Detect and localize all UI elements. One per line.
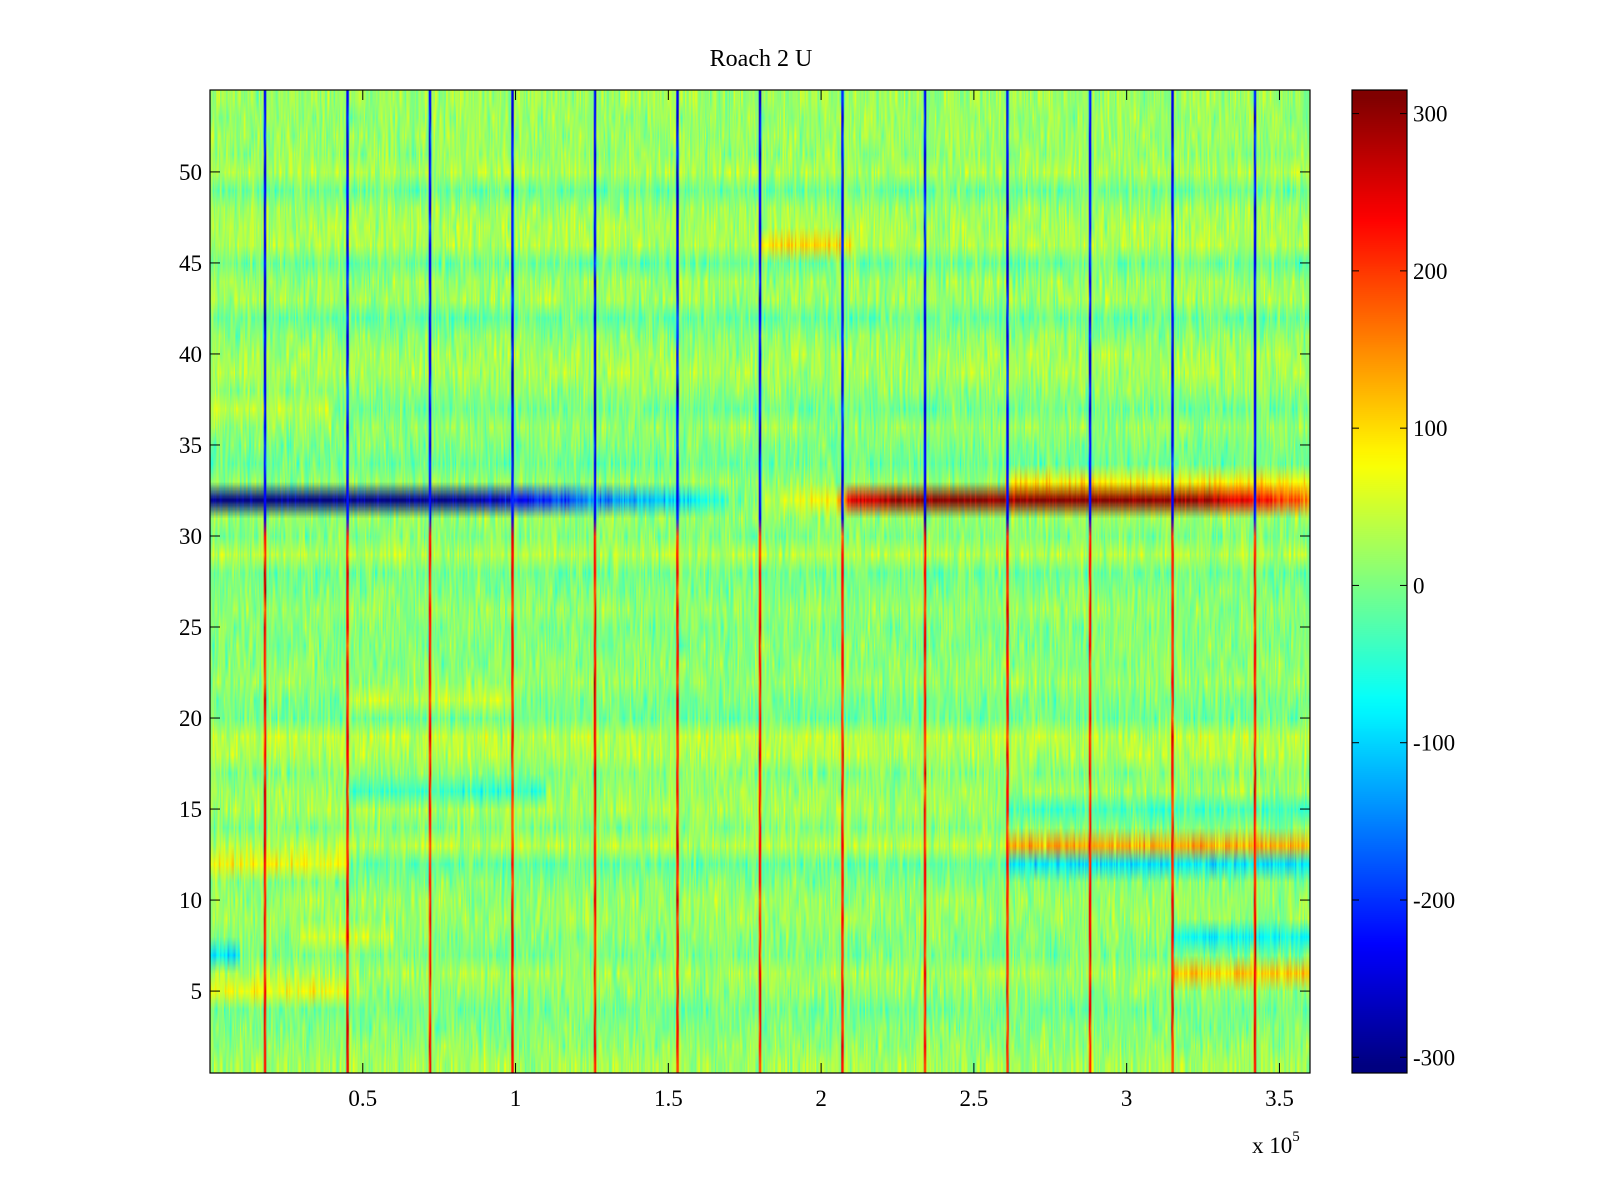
x-tick-label: 3 <box>1121 1086 1133 1111</box>
colorbar-tick-label: 300 <box>1413 102 1448 127</box>
colorbar-image <box>1352 90 1407 1073</box>
y-tick-label: 5 <box>191 979 203 1004</box>
x-tick-label: 2.5 <box>960 1086 989 1111</box>
x-multiplier-label: x 105 <box>1252 1129 1300 1158</box>
y-tick-label: 30 <box>179 524 202 549</box>
colorbar-tick-label: -100 <box>1413 731 1455 756</box>
y-tick-label: 20 <box>179 706 202 731</box>
y-tick-label: 25 <box>179 615 202 640</box>
x-tick-label: 0.5 <box>348 1086 377 1111</box>
chart-title: Roach 2 U <box>710 46 813 72</box>
colorbar-frame <box>1351 89 1408 1074</box>
x-tick-label: 1 <box>510 1086 522 1111</box>
x-tick-label: 1.5 <box>654 1086 683 1111</box>
colorbar-tick-label: 0 <box>1413 573 1425 598</box>
colorbar-ticks: -300 -200 -100 0 100 200 300 <box>1352 102 1455 1070</box>
y-tick-label: 40 <box>179 342 202 367</box>
y-tick-label: 45 <box>179 251 202 276</box>
colorbar-tick-label: 200 <box>1413 259 1448 284</box>
y-tick-label: 50 <box>179 160 202 185</box>
x-multiplier-exponent: 5 <box>1292 1129 1300 1145</box>
heatmap-image <box>210 90 1310 1073</box>
colorbar-tick-label: -300 <box>1413 1045 1455 1070</box>
x-tick-label: 2 <box>815 1086 827 1111</box>
x-tick-label: 3.5 <box>1265 1086 1294 1111</box>
y-tick-label: 35 <box>179 433 202 458</box>
colorbar-tick-label: -200 <box>1413 888 1455 913</box>
x-multiplier-base: x 10 <box>1252 1133 1292 1158</box>
colorbar-tick-label: 100 <box>1413 416 1448 441</box>
y-tick-label: 15 <box>179 797 202 822</box>
plot-frame <box>209 89 1311 1074</box>
y-tick-labels: 5 10 15 20 25 30 35 40 45 50 <box>179 160 202 1004</box>
axis-ticks <box>210 90 1310 1073</box>
x-tick-labels: 0.5 1 1.5 2 2.5 3 3.5 <box>348 1086 1293 1111</box>
y-tick-label: 10 <box>179 888 202 913</box>
